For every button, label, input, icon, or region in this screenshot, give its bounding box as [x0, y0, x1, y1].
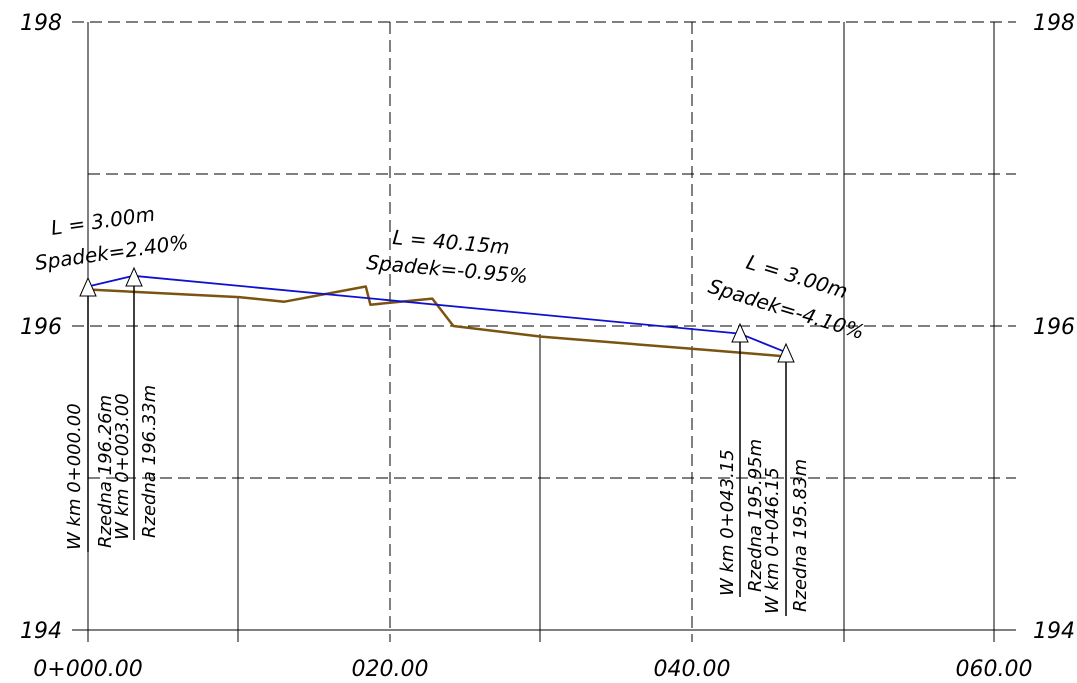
station-4-rzedna: Rzedna 195.83m	[790, 459, 811, 612]
y-label-194-right: 194	[1033, 619, 1075, 644]
y-label-196-left: 196	[20, 315, 62, 340]
design-profile-line	[88, 276, 785, 352]
x-axis-labels: 0+000.00 020.00 040.00 060.00	[33, 657, 1032, 682]
y-axis-labels-left: 198 196 194	[20, 11, 62, 644]
y-axis-labels-right: 198 196 194	[1033, 11, 1075, 644]
x-label-20: 020.00	[352, 657, 429, 682]
x-label-60: 060.00	[956, 657, 1033, 682]
ground-profile-line	[88, 287, 785, 357]
station-2-rzedna: Rzedna 196.33m	[139, 385, 160, 538]
series-layer	[88, 276, 785, 357]
y-label-196-right: 196	[1033, 315, 1075, 340]
x-label-40: 040.00	[654, 657, 731, 682]
x-label-0: 0+000.00	[33, 657, 142, 682]
station-4-km: W km 0+046.15	[762, 467, 783, 614]
y-label-198-left: 198	[20, 11, 62, 36]
station-marker-1	[80, 278, 96, 296]
y-label-198-right: 198	[1033, 11, 1075, 36]
station-1-km: W km 0+000.00	[64, 403, 85, 550]
station-2-km: W km 0+003.00	[112, 393, 133, 540]
station-3-km: W km 0+043.15	[717, 449, 738, 596]
y-label-194-left: 194	[20, 619, 62, 644]
slope-1-length: L = 3.00m	[49, 202, 156, 240]
station-marker-4	[778, 344, 794, 362]
station-labels: W km 0+000.00 Rzedna 196.26m W km 0+003.…	[64, 385, 811, 614]
station-leaders	[88, 276, 786, 616]
grid	[72, 22, 1016, 642]
